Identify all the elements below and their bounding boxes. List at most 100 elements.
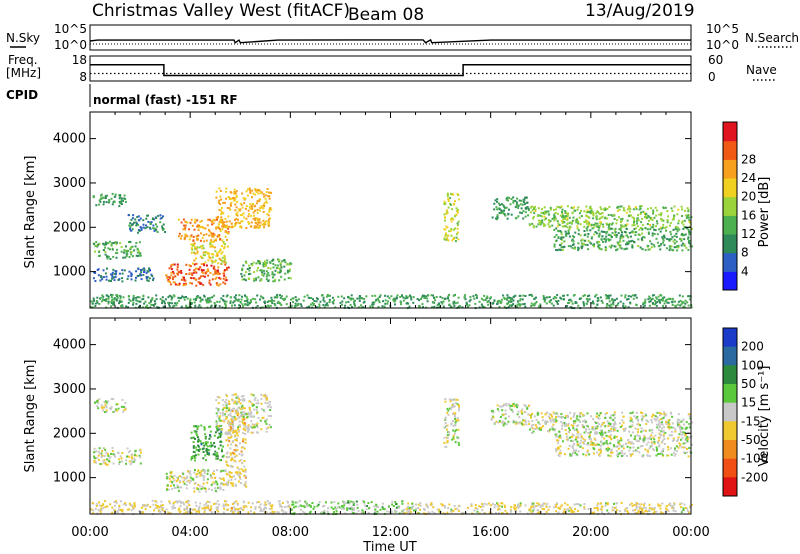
data-cell [226, 238, 228, 241]
data-cell [265, 191, 268, 193]
data-cell [323, 300, 326, 303]
data-cell [539, 504, 542, 507]
data-cell [239, 214, 242, 216]
data-cell [579, 234, 582, 237]
data-cell [231, 456, 234, 459]
data-cell [228, 474, 231, 477]
data-cell [687, 228, 690, 231]
data-cell [226, 456, 229, 459]
data-cell [240, 468, 243, 471]
data-cell [234, 218, 236, 221]
data-cell [322, 296, 325, 299]
data-cell [227, 215, 230, 218]
data-cell [407, 505, 409, 508]
data-cell [657, 295, 660, 298]
data-cell [498, 208, 501, 211]
data-cell [210, 505, 213, 508]
data-cell [215, 196, 218, 199]
data-cell [651, 507, 654, 510]
data-cell [450, 510, 452, 513]
data-cell [278, 260, 281, 263]
data-cell [619, 227, 622, 230]
data-cell [417, 503, 420, 506]
data-cell [569, 245, 572, 248]
data-cell [113, 279, 116, 282]
data-cell [240, 411, 243, 414]
data-cell [646, 228, 649, 231]
data-cell [608, 234, 611, 237]
data-cell [326, 302, 329, 305]
data-cell [146, 226, 149, 229]
data-cell [224, 235, 227, 238]
data-cell [444, 203, 446, 206]
data-cell [232, 425, 235, 428]
data-cell [504, 413, 507, 415]
data-cell [564, 216, 567, 219]
data-cell [207, 274, 210, 277]
data-cell [663, 244, 666, 247]
data-cell [602, 230, 604, 233]
data-cell [672, 249, 675, 252]
data-cell [173, 281, 176, 284]
data-cell [289, 268, 291, 271]
data-cell [214, 259, 217, 262]
data-cell [591, 511, 594, 514]
data-cell [555, 227, 558, 230]
data-cell [231, 417, 234, 420]
data-cell [409, 508, 412, 511]
data-cell [171, 506, 174, 509]
data-cell [167, 301, 170, 304]
data-cell [483, 294, 486, 297]
data-cell [607, 425, 610, 428]
data-cell [140, 269, 142, 271]
data-cell [683, 243, 686, 246]
data-cell [512, 201, 515, 204]
data-cell [287, 504, 290, 507]
data-cell [97, 450, 100, 453]
data-cell [180, 271, 183, 274]
data-cell [219, 228, 221, 231]
data-cell [185, 487, 188, 490]
data-cell [219, 444, 222, 447]
data-cell [102, 269, 105, 272]
data-cell [554, 418, 557, 421]
data-cell [574, 219, 577, 222]
data-cell [617, 302, 620, 305]
data-cell [465, 303, 468, 306]
data-cell [241, 278, 244, 281]
data-cell [498, 507, 500, 510]
data-cell [215, 190, 218, 193]
data-cell [178, 282, 181, 285]
data-cell [532, 502, 535, 505]
data-cell [589, 206, 592, 209]
data-cell [358, 297, 361, 300]
data-cell [114, 270, 117, 272]
data-cell [541, 221, 544, 224]
data-cell [258, 198, 261, 201]
data-cell [216, 269, 219, 272]
data-cell [217, 425, 220, 427]
data-cell [452, 218, 455, 221]
data-cell [578, 414, 581, 417]
data-cell [521, 298, 524, 301]
data-cell [223, 500, 226, 503]
data-cell [636, 225, 639, 228]
data-cell [171, 302, 174, 305]
data-cell [215, 399, 218, 402]
data-cell [114, 500, 117, 503]
data-cell [248, 222, 251, 225]
data-cell [205, 251, 208, 254]
data-cell [515, 422, 518, 425]
data-cell [585, 302, 588, 305]
data-cell [640, 503, 643, 506]
data-cell [141, 268, 144, 271]
data-cell [264, 197, 267, 200]
data-cell [242, 501, 245, 504]
data-cell [448, 293, 450, 296]
data-cell [634, 512, 637, 515]
data-cell [683, 244, 686, 247]
data-cell [554, 212, 557, 214]
data-cell [128, 455, 130, 458]
data-cell [220, 198, 222, 201]
data-cell [241, 295, 243, 298]
